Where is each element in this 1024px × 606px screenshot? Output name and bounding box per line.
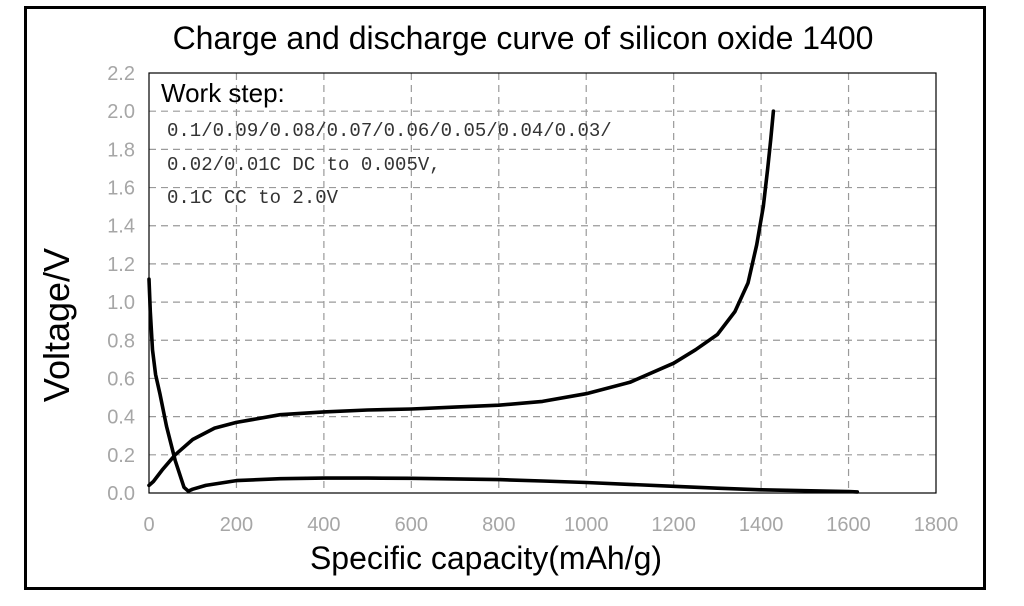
- annotation-line-1: 0.1/0.09/0.08/0.07/0.06/0.05/0.04/0.03/: [167, 120, 612, 142]
- series-charge-line: [147, 109, 776, 488]
- y-tick-label: 1.8: [107, 139, 135, 161]
- y-tick-label: 1.6: [107, 178, 135, 200]
- y-tick-label: 1.0: [107, 292, 135, 314]
- x-tick-label: 0: [143, 514, 154, 536]
- series-discharge-line: [147, 277, 860, 494]
- chart-title: Charge and discharge curve of silicon ox…: [173, 20, 874, 56]
- x-tick-label: 800: [482, 514, 515, 536]
- y-tick-label: 2.0: [107, 101, 135, 123]
- y-tick-label: 0.0: [107, 483, 135, 505]
- y-tick-label: 0.4: [107, 407, 135, 429]
- x-tick-label: 400: [307, 514, 340, 536]
- y-tick-label: 2.2: [107, 63, 135, 85]
- y-axis-ticks: 0.0 0.2 0.4 0.6 0.8 1.0 1.2 1.4 1.6 1.8 2.0 2.2: [107, 63, 135, 505]
- x-tick-label: 1200: [651, 514, 696, 536]
- y-tick-label: 0.2: [107, 445, 135, 467]
- x-tick-label: 1000: [564, 514, 609, 536]
- series-group: [147, 109, 860, 494]
- x-tick-label: 1400: [739, 514, 784, 536]
- x-axis-ticks: 0 200 400 600 800 1000 1200 1400 1600 1800: [143, 514, 958, 536]
- annotation-line-2: 0.02/0.01C DC to 0.005V,: [167, 154, 441, 176]
- x-tick-label: 1800: [914, 514, 959, 536]
- work-step-annotation: Work step: 0.1/0.09/0.08/0.07/0.06/0.05/…: [161, 78, 612, 209]
- x-tick-label: 1600: [826, 514, 871, 536]
- chart-frame: Charge and discharge curve of silicon ox…: [24, 6, 986, 590]
- x-axis-label: Specific capacity(mAh/g): [310, 540, 662, 576]
- y-tick-label: 0.8: [107, 330, 135, 352]
- chart-canvas: Charge and discharge curve of silicon ox…: [36, 20, 958, 576]
- x-tick-label: 200: [220, 514, 253, 536]
- y-tick-label: 1.4: [107, 216, 135, 238]
- y-tick-label: 1.2: [107, 254, 135, 276]
- annotation-line-3: 0.1C CC to 2.0V: [167, 187, 339, 209]
- grid: [149, 73, 936, 493]
- y-tick-label: 0.6: [107, 368, 135, 390]
- y-axis-label: Voltage/V: [36, 248, 77, 402]
- annotation-heading: Work step:: [161, 78, 285, 108]
- x-tick-label: 600: [395, 514, 428, 536]
